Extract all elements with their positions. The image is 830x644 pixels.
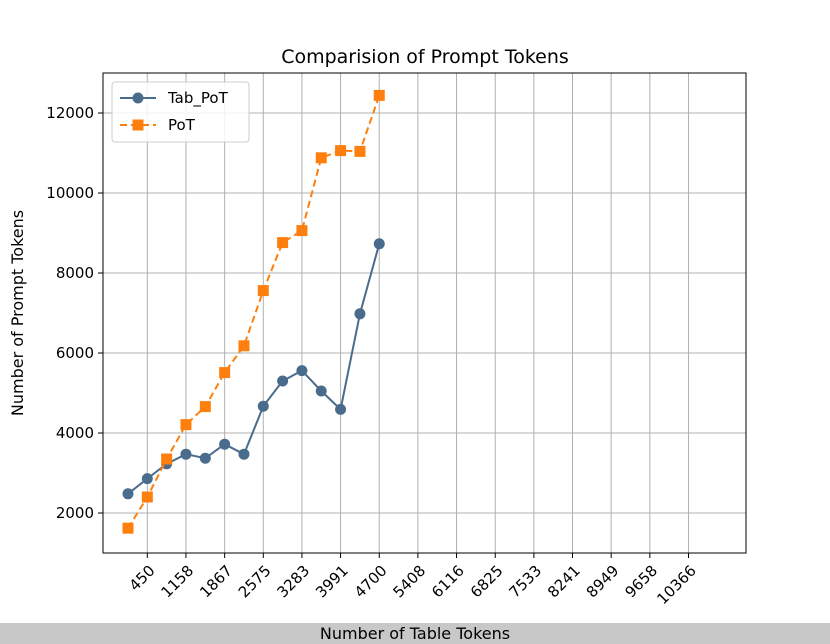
point-pot (199, 401, 211, 413)
y-tick-label: 12000 (46, 104, 94, 122)
legend-label-pot: PoT (168, 116, 196, 134)
grid (103, 73, 746, 553)
y-tick-label: 8000 (56, 264, 94, 282)
x-tick-label: 7533 (505, 562, 545, 602)
point-tab-pot (122, 488, 134, 500)
y-axis-label: Number of Prompt Tokens (8, 210, 27, 416)
axes: 4501158186725753283399147005408611668257… (46, 104, 700, 608)
point-pot (373, 89, 385, 101)
point-tab-pot (219, 438, 231, 450)
x-tick-label: 1867 (196, 562, 236, 602)
x-tick-label: 3991 (312, 562, 352, 602)
point-pot (354, 145, 366, 157)
x-tick-label: 8241 (544, 562, 584, 602)
point-tab-pot (296, 365, 308, 377)
point-tab-pot (315, 385, 327, 397)
x-tick-label: 2575 (235, 562, 275, 602)
x-tick-label: 10366 (653, 562, 699, 608)
point-pot (315, 152, 327, 164)
x-tick-label: 6825 (467, 562, 507, 602)
point-tab-pot (257, 400, 269, 412)
y-tick-label: 10000 (46, 184, 94, 202)
series-layer (122, 89, 385, 534)
point-pot (141, 491, 153, 503)
legend: Tab_PoT PoT (111, 81, 250, 143)
x-tick-label: 4700 (351, 562, 391, 602)
point-pot (335, 145, 347, 157)
point-tab-pot (238, 448, 250, 460)
x-tick-label: 3283 (274, 562, 314, 602)
x-tick-label: 1158 (158, 562, 198, 602)
legend-label-tab-pot: Tab_PoT (167, 89, 229, 108)
point-tab-pot (373, 238, 385, 250)
y-tick-label: 2000 (56, 504, 94, 522)
point-pot (180, 419, 192, 431)
x-axis-label: Number of Table Tokens (0, 623, 830, 644)
x-tick-label: 8949 (583, 562, 623, 602)
point-tab-pot (180, 448, 192, 460)
point-tab-pot (141, 473, 153, 485)
point-tab-pot (277, 375, 289, 387)
legend-marker-pot (132, 119, 144, 131)
legend-marker-tab-pot (132, 92, 144, 104)
x-tick-label: 6116 (428, 562, 468, 602)
point-pot (122, 522, 134, 534)
point-pot (219, 367, 231, 379)
point-pot (238, 340, 250, 352)
point-tab-pot (199, 452, 211, 464)
x-tick-label: 450 (126, 562, 159, 595)
point-tab-pot (335, 403, 347, 415)
plot-frame (102, 72, 747, 554)
y-tick-label: 4000 (56, 424, 94, 442)
chart-title: Comparision of Prompt Tokens (281, 46, 569, 68)
point-pot (277, 237, 289, 249)
point-pot (161, 453, 173, 465)
y-tick-label: 6000 (56, 344, 94, 362)
point-pot (257, 285, 269, 297)
point-tab-pot (354, 308, 366, 320)
point-pot (296, 225, 308, 237)
x-tick-label: 5408 (389, 562, 429, 602)
